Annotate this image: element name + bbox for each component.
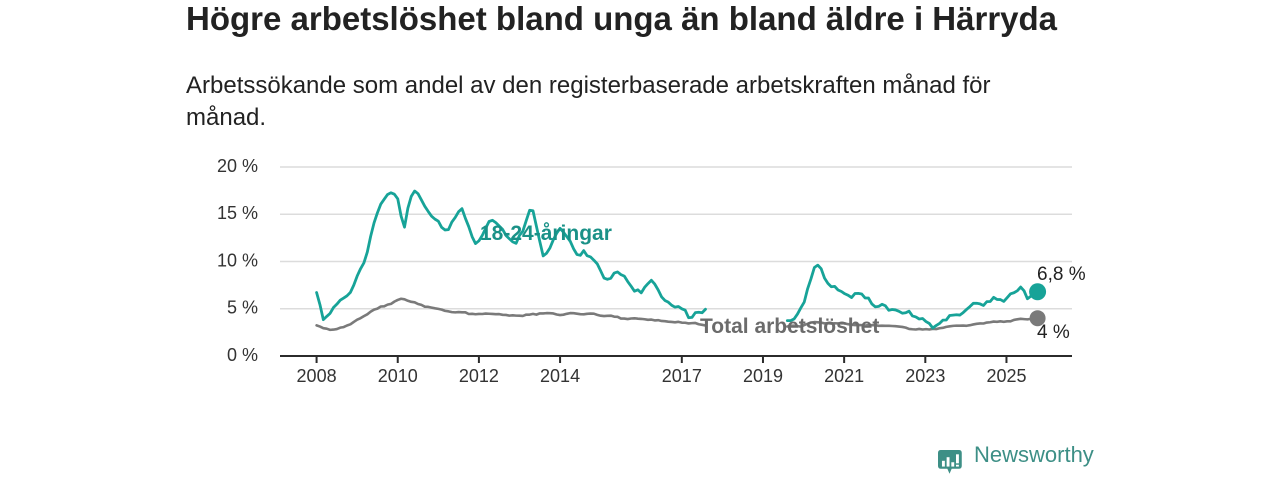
svg-text:Total arbetslöshet: Total arbetslöshet xyxy=(700,315,879,338)
svg-text:2012: 2012 xyxy=(459,366,499,386)
svg-text:2019: 2019 xyxy=(743,366,783,386)
svg-text:2025: 2025 xyxy=(986,366,1026,386)
svg-text:5 %: 5 % xyxy=(227,298,258,318)
svg-text:15 %: 15 % xyxy=(217,203,258,223)
svg-text:2008: 2008 xyxy=(297,366,337,386)
svg-text:Newsworthy: Newsworthy xyxy=(974,442,1094,467)
svg-text:0 %: 0 % xyxy=(227,345,258,365)
svg-text:4 %: 4 % xyxy=(1037,322,1070,343)
svg-text:2010: 2010 xyxy=(378,366,418,386)
svg-text:2014: 2014 xyxy=(540,366,580,386)
svg-text:6,8 %: 6,8 % xyxy=(1037,264,1086,285)
svg-text:20 %: 20 % xyxy=(217,156,258,176)
svg-text:2017: 2017 xyxy=(662,366,702,386)
svg-text:2023: 2023 xyxy=(905,366,945,386)
svg-text:18-24-åringar: 18-24-åringar xyxy=(480,222,612,245)
svg-text:10 %: 10 % xyxy=(217,251,258,271)
svg-text:2021: 2021 xyxy=(824,366,864,386)
